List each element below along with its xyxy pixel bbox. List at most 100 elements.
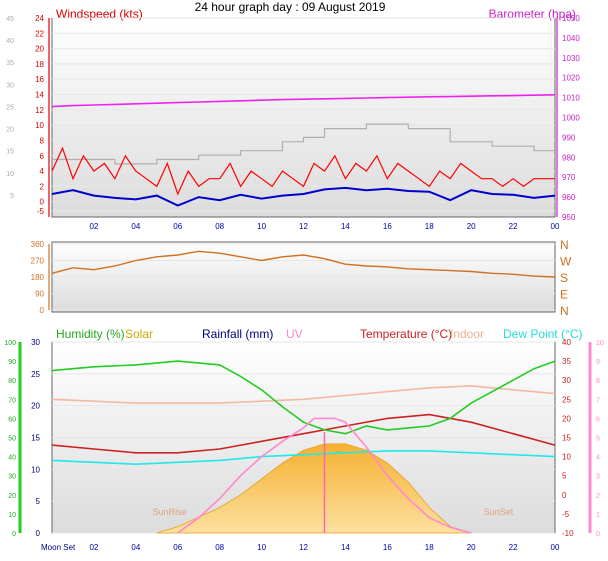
dir-compass-label: W (560, 255, 572, 269)
wind-x-tick: 16 (383, 222, 392, 231)
baro-tick-label: 970 (562, 173, 576, 182)
wind-tick-label: 4 (40, 167, 45, 176)
barometer-line (51, 94, 556, 108)
avg-wind-line (51, 186, 556, 207)
humidity-tick-label: 100 (4, 340, 16, 347)
uv-tick-label: 0 (596, 531, 600, 538)
humidity-tick-label: 40 (8, 455, 16, 462)
uv-tick-label: 8 (596, 378, 600, 385)
wind-direction-line (51, 250, 556, 278)
rain-tick-label: 20 (31, 402, 40, 411)
wind-tick-label: 14 (35, 91, 44, 100)
wind-x-tick: 06 (173, 222, 182, 231)
temp-x-tick: 20 (467, 543, 476, 552)
uv-tick-label: 9 (596, 359, 600, 366)
uv-tick-label: 1 (596, 512, 600, 519)
wind-x-tick: 02 (89, 222, 98, 231)
temp-tick-label: 35 (562, 357, 571, 366)
legend-humidity: Humidity (%) (56, 327, 125, 341)
baro-tick-label: 990 (562, 133, 576, 142)
gust-gray-tick-label: 15 (6, 149, 14, 156)
temp-x-tick: 00 (551, 543, 560, 552)
temp-tick-label: 30 (562, 376, 571, 385)
legend-temperature: Temperature (°C) (360, 327, 452, 341)
temp-tick-label: -10 (562, 529, 574, 538)
baro-tick-label: 950 (562, 213, 576, 222)
wind-tick-label: 12 (35, 106, 44, 115)
wind-x-tick: 20 (467, 222, 476, 231)
temp-x-tick: 14 (341, 543, 350, 552)
chart-title: 24 hour graph day : 09 August 2019 (195, 0, 386, 14)
temp-tick-label: 20 (562, 414, 571, 423)
baro-tick-label: 1010 (562, 94, 580, 103)
wind-tick-label: 2 (40, 182, 45, 191)
temp-x-tick: 02 (89, 543, 98, 552)
humidity-tick-label: 70 (8, 397, 16, 404)
uv-tick-label: 6 (596, 416, 600, 423)
temp-x-tick: 06 (173, 543, 182, 552)
baro-tick-label: 1020 (562, 74, 580, 83)
dir-tick-label: 270 (31, 257, 45, 266)
baro-tick-label: 1050 (562, 14, 580, 23)
temperature-line (51, 413, 556, 454)
wind-tick-label: 20 (35, 45, 44, 54)
gust-gray-tick-label: 40 (6, 38, 14, 45)
baro-tick-label: 1000 (562, 114, 580, 123)
gust-gray-tick-label: 30 (6, 82, 14, 89)
temp-x-tick: 04 (131, 543, 140, 552)
rain-tick-label: 10 (31, 465, 40, 474)
humidity-tick-label: 30 (8, 474, 16, 481)
temp-x-tick: 16 (383, 543, 392, 552)
humidity-tick-label: 0 (12, 531, 16, 538)
gust-gray-tick-label: 20 (6, 127, 14, 134)
temp-x-tick: 12 (299, 543, 308, 552)
legend-dewpoint: Dew Point (°C) (503, 327, 582, 341)
wind-tick-label: 22 (35, 29, 44, 38)
wind-tick-label: 10 (35, 121, 44, 130)
wind-legend-left: Windspeed (kts) (56, 7, 143, 21)
dir-compass-label: E (560, 288, 568, 302)
dew-point-line (51, 450, 556, 466)
dir-tick-label: 180 (31, 273, 45, 282)
rain-tick-label: 0 (36, 529, 41, 538)
wind-x-tick: 10 (257, 222, 266, 231)
humidity-tick-label: 50 (8, 436, 16, 443)
gust-gray-tick-label: 45 (6, 16, 14, 23)
wind-tick-label: 6 (40, 152, 45, 161)
wind-tick-label: 18 (35, 60, 44, 69)
humidity-tick-label: 80 (8, 378, 16, 385)
moonset-label: Moon Set (41, 543, 76, 552)
temp-tick-label: 40 (562, 338, 571, 347)
temp-x-tick: 22 (509, 543, 518, 552)
wind-tick-label: -5 (37, 207, 45, 216)
dir-compass-label: N (560, 238, 569, 252)
wind-tick-label: 0 (40, 198, 45, 207)
uv-tick-label: 5 (596, 436, 600, 443)
wind-speed-line (51, 146, 555, 196)
wind-panel-bg (51, 17, 556, 218)
baro-tick-label: 960 (562, 193, 576, 202)
humidity-tick-label: 20 (8, 493, 16, 500)
gust-gray-tick-label: 10 (6, 171, 14, 178)
humidity-tick-label: 60 (8, 416, 16, 423)
uv-tick-label: 3 (596, 474, 600, 481)
humidity-tick-label: 90 (8, 359, 16, 366)
wind-x-tick: 04 (131, 222, 140, 231)
dir-tick-label: 360 (31, 240, 45, 249)
gust-gray-tick-label: 5 (10, 193, 14, 200)
indoor-line (51, 385, 556, 404)
gust-gray-line (52, 123, 555, 165)
rain-tick-label: 15 (31, 434, 40, 443)
wind-x-tick: 14 (341, 222, 350, 231)
temp-tick-label: 15 (562, 434, 571, 443)
wind-x-tick: 18 (425, 222, 434, 231)
temp-tick-label: 0 (562, 491, 567, 500)
wind-tick-label: 24 (35, 14, 44, 23)
sunrise-label: SunRise (153, 507, 187, 517)
uv-tick-label: 10 (596, 340, 604, 347)
uv-line (177, 417, 472, 534)
wind-tick-label: 8 (40, 136, 45, 145)
temp-x-tick: 10 (257, 543, 266, 552)
temp-x-tick: 18 (425, 543, 434, 552)
rain-tick-label: 25 (31, 370, 40, 379)
